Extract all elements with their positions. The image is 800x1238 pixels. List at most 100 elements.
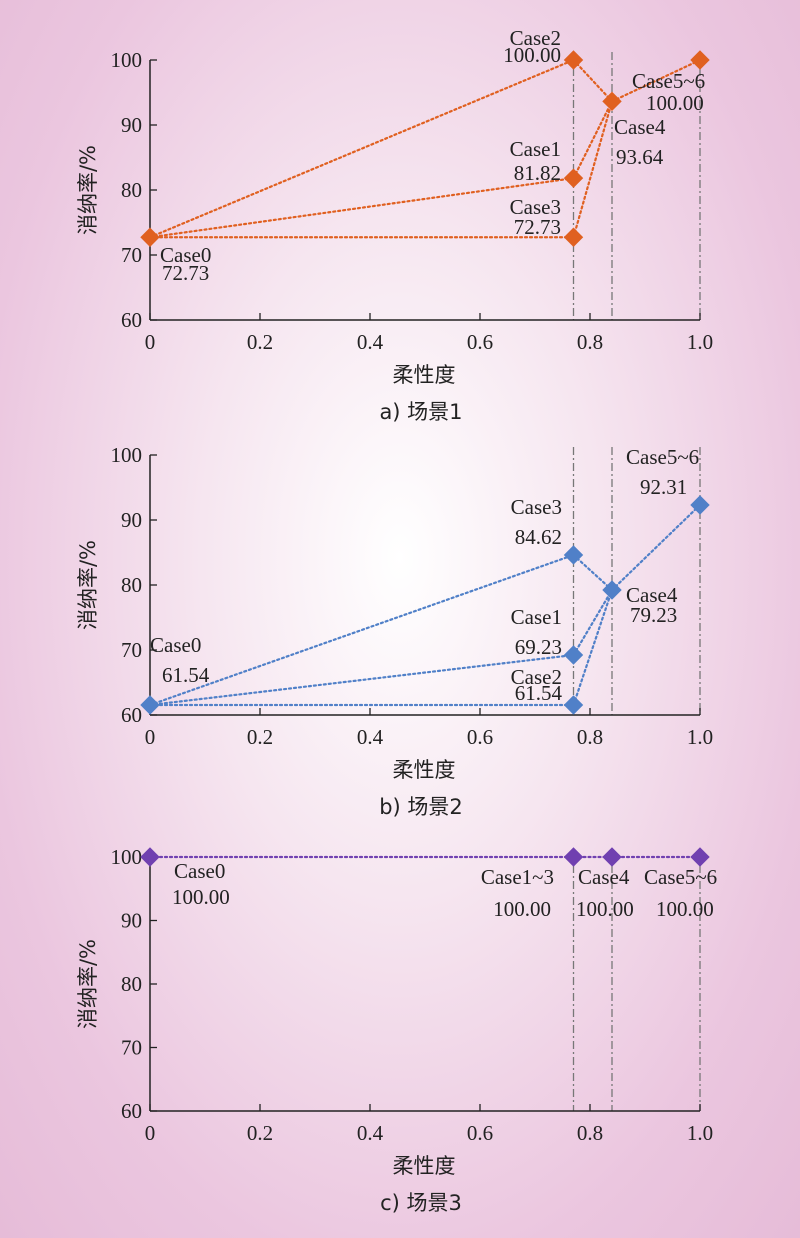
point-value-label: 100.00 (656, 897, 714, 921)
series-line (610, 503, 702, 592)
series-line (572, 588, 614, 707)
panel-caption: c) 场景3 (380, 1191, 462, 1215)
point-value-label: 81.82 (514, 161, 561, 185)
y-tick-label: 60 (121, 1099, 142, 1123)
chart-panel-2: 60 70 80 90 100 0 0.2 0.4 0.6 0.8 1.0 柔性度 消纳率/% b) 场景… (76, 443, 713, 819)
series-line (572, 58, 614, 103)
series-line (572, 100, 614, 239)
point-case-label: Case0 (150, 633, 201, 657)
y-tick-label: 70 (121, 243, 142, 267)
point-case-label: Case4 (578, 865, 630, 889)
data-point-marker (140, 227, 160, 247)
x-tick-label: 0.6 (467, 330, 493, 354)
x-axis-title: 柔性度 (393, 1154, 456, 1178)
point-value-label: 100.00 (172, 885, 230, 909)
point-case-label: Case3 (511, 495, 562, 519)
y-tick-label: 100 (111, 443, 143, 467)
y-axis-title: 消纳率/% (76, 540, 100, 630)
series-line (572, 100, 614, 180)
x-tick-label: 0.4 (357, 725, 384, 749)
series-line (148, 653, 575, 707)
point-value-label: 84.62 (515, 525, 562, 549)
point-value-label: 61.54 (162, 663, 210, 687)
x-tick-label: 0.4 (357, 330, 384, 354)
data-point-marker (563, 645, 584, 665)
point-value-label: 79.23 (630, 603, 677, 627)
y-tick-label: 100 (111, 845, 143, 869)
point-case-label: Case1~3 (481, 865, 554, 889)
data-point-marker (602, 580, 622, 600)
x-tick-label: 0.2 (247, 725, 273, 749)
data-point-marker (563, 50, 584, 70)
x-tick-label: 0.4 (357, 1121, 384, 1145)
y-tick-label: 80 (121, 178, 142, 202)
data-point-marker (563, 168, 584, 188)
x-tick-label: 0 (145, 330, 156, 354)
x-tick-label: 0.8 (577, 1121, 603, 1145)
point-value-label: 100.00 (503, 43, 561, 67)
y-tick-label: 90 (121, 508, 142, 532)
point-case-label: Case5~6 (632, 69, 705, 93)
series-line (148, 177, 575, 239)
data-point-marker (563, 227, 584, 247)
data-point-marker (690, 50, 710, 70)
x-tick-label: 0 (145, 1121, 156, 1145)
point-case-label: Case4 (614, 115, 666, 139)
y-tick-label: 70 (121, 1036, 142, 1060)
y-tick-label: 80 (121, 573, 142, 597)
point-value-label: 93.64 (616, 145, 664, 169)
x-tick-label: 0.8 (577, 330, 603, 354)
y-tick-label: 80 (121, 972, 142, 996)
point-case-label: Case2 (510, 26, 561, 50)
series-line (148, 553, 575, 707)
series-line (572, 588, 614, 657)
point-value-label: 100.00 (646, 91, 704, 115)
point-case-label: Case5~6 (626, 445, 699, 469)
point-value-label: 92.31 (640, 475, 687, 499)
point-value-label: 72.73 (162, 261, 209, 285)
y-axis-title: 消纳率/% (76, 145, 100, 235)
y-tick-label: 90 (121, 113, 142, 137)
x-tick-label: 0.6 (467, 1121, 493, 1145)
point-value-label: 69.23 (515, 635, 562, 659)
point-value-label: 100.00 (576, 897, 634, 921)
x-axis-title: 柔性度 (393, 363, 456, 387)
y-tick-label: 100 (111, 48, 143, 72)
point-case-label: Case1 (511, 605, 562, 629)
data-point-marker (140, 695, 160, 715)
point-case-label: Case0 (174, 859, 225, 883)
point-value-label: 61.54 (515, 681, 563, 705)
x-tick-label: 0.2 (247, 330, 273, 354)
panel-caption: a) 场景1 (379, 400, 462, 424)
x-tick-label: 0.6 (467, 725, 493, 749)
data-point-marker (602, 91, 622, 112)
chart-panel-3: 60 70 80 90 100 0 0.2 0.4 0.6 0.8 1.0 柔性度 消纳率/% c) 场景… (76, 845, 717, 1215)
y-axis-title: 消纳率/% (76, 939, 100, 1029)
x-tick-label: 0 (145, 725, 156, 749)
y-tick-label: 60 (121, 308, 142, 332)
panel-caption: b) 场景2 (379, 795, 463, 819)
x-tick-label: 0.8 (577, 725, 603, 749)
x-tick-label: 1.0 (687, 1121, 713, 1145)
point-case-label: Case5~6 (644, 865, 717, 889)
chart-panel-1: 60 70 80 90 100 0 0.2 0.4 0.6 0.8 1.0 柔性度 消纳率/% a) 场景… (76, 26, 713, 424)
data-point-marker (140, 847, 160, 867)
data-point-marker (563, 545, 584, 565)
data-point-marker (690, 847, 710, 867)
point-case-label: Case1 (510, 137, 561, 161)
series-line (610, 58, 702, 103)
data-point-marker (602, 847, 622, 867)
x-tick-label: 0.2 (247, 1121, 273, 1145)
point-value-label: 100.00 (493, 897, 551, 921)
point-case-label: Case2 (511, 665, 562, 689)
series-line (572, 553, 614, 592)
data-point-marker (690, 495, 710, 515)
x-tick-label: 1.0 (687, 725, 713, 749)
y-tick-label: 70 (121, 638, 142, 662)
point-case-label: Case3 (510, 195, 561, 219)
series-line (148, 58, 575, 239)
data-point-marker (563, 847, 584, 867)
point-case-label: Case0 (160, 243, 211, 267)
x-axis-title: 柔性度 (393, 758, 456, 782)
